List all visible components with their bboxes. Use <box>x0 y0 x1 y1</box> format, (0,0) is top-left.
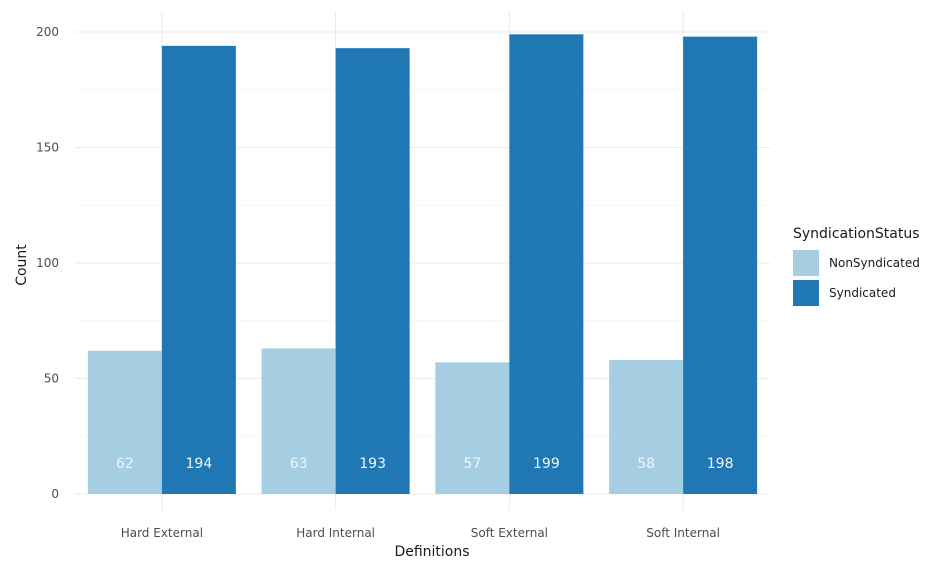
bar-value-label: 57 <box>463 456 481 472</box>
x-axis-title: Definitions <box>394 544 469 560</box>
x-tick-label: Soft External <box>471 526 548 540</box>
bar-syndicated-hard-internal <box>335 48 410 495</box>
x-tick-label: Hard External <box>121 526 203 540</box>
y-tick-label: 0 <box>51 487 59 501</box>
bar-syndicated-hard-external <box>161 45 236 495</box>
legend: SyndicationStatus NonSyndicated Syndicate… <box>793 226 920 306</box>
legend-title: SyndicationStatus <box>793 226 920 242</box>
x-tick-label: Soft Internal <box>646 526 720 540</box>
y-tick-label: 100 <box>36 256 59 270</box>
legend-key-syndicated <box>793 280 819 306</box>
bar-value-label: 193 <box>359 456 386 472</box>
bar-value-label: 62 <box>116 456 134 472</box>
bar-value-labels: 62 194 63 193 57 199 58 198 <box>116 456 734 472</box>
x-tick-label: Hard Internal <box>296 526 375 540</box>
y-tick-label: 50 <box>44 372 59 386</box>
bar-syndicated-soft-external <box>509 34 584 495</box>
legend-key-nonsyndicated <box>793 250 819 276</box>
bar-nonsyndicated-soft-external <box>435 362 510 494</box>
bar-nonsyndicated-hard-internal <box>261 348 336 494</box>
legend-items: NonSyndicated Syndicated <box>793 250 920 306</box>
bar-value-label: 63 <box>290 456 308 472</box>
x-axis-ticks: Hard External Hard Internal Soft External S… <box>121 526 720 540</box>
legend-label-syndicated: Syndicated <box>829 286 896 300</box>
bar-value-label: 194 <box>186 456 213 472</box>
y-axis-title: Count <box>14 244 30 286</box>
bar-syndicated-soft-internal <box>683 36 758 495</box>
legend-label-nonsyndicated: NonSyndicated <box>829 256 920 270</box>
y-tick-label: 150 <box>36 141 59 155</box>
bar-value-label: 198 <box>707 456 734 472</box>
y-axis-ticks: 0 50 100 150 200 <box>36 25 59 501</box>
bar-nonsyndicated-hard-external <box>87 350 162 494</box>
bar-nonsyndicated-soft-internal <box>609 360 684 494</box>
bar-value-label: 58 <box>637 456 655 472</box>
bar-value-label: 199 <box>533 456 560 472</box>
bars <box>87 34 758 495</box>
y-tick-label: 200 <box>36 25 59 39</box>
